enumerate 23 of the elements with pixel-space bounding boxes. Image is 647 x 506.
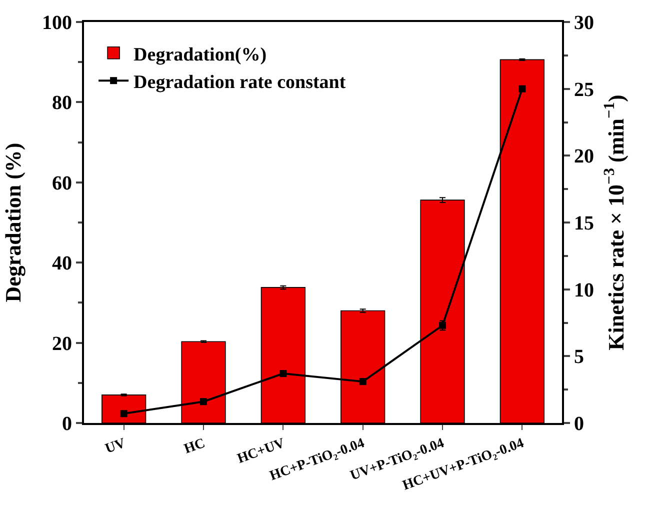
x-tick-label: HC — [182, 436, 208, 458]
legend-label: Degradation rate constant — [134, 72, 346, 93]
y-tick-label: 0 — [62, 413, 72, 435]
legend-label: Degradation(%) — [134, 44, 267, 66]
y2-tick-label: 0 — [574, 413, 584, 435]
y-tick-label: 20 — [52, 332, 72, 355]
y2-tick-label: 15 — [574, 212, 594, 234]
y-axis-title: Degradation (%) — [0, 142, 26, 302]
y-tick-label: 60 — [52, 172, 72, 194]
point — [200, 398, 207, 406]
y-tick-label: 80 — [52, 92, 72, 114]
y2-tick-label: 10 — [574, 279, 594, 302]
y-tick-label: 100 — [42, 12, 72, 34]
point — [280, 370, 287, 378]
y-tick-label: 40 — [52, 252, 72, 275]
y2-tick-label: 30 — [574, 12, 594, 34]
point — [518, 85, 526, 92]
y2-tick-label: 25 — [574, 78, 594, 101]
x-tick-label: UV — [103, 436, 128, 458]
point — [359, 378, 366, 386]
y2-tick-label: 5 — [574, 346, 584, 368]
y2-tick-label: 20 — [574, 146, 594, 168]
point — [120, 410, 128, 418]
